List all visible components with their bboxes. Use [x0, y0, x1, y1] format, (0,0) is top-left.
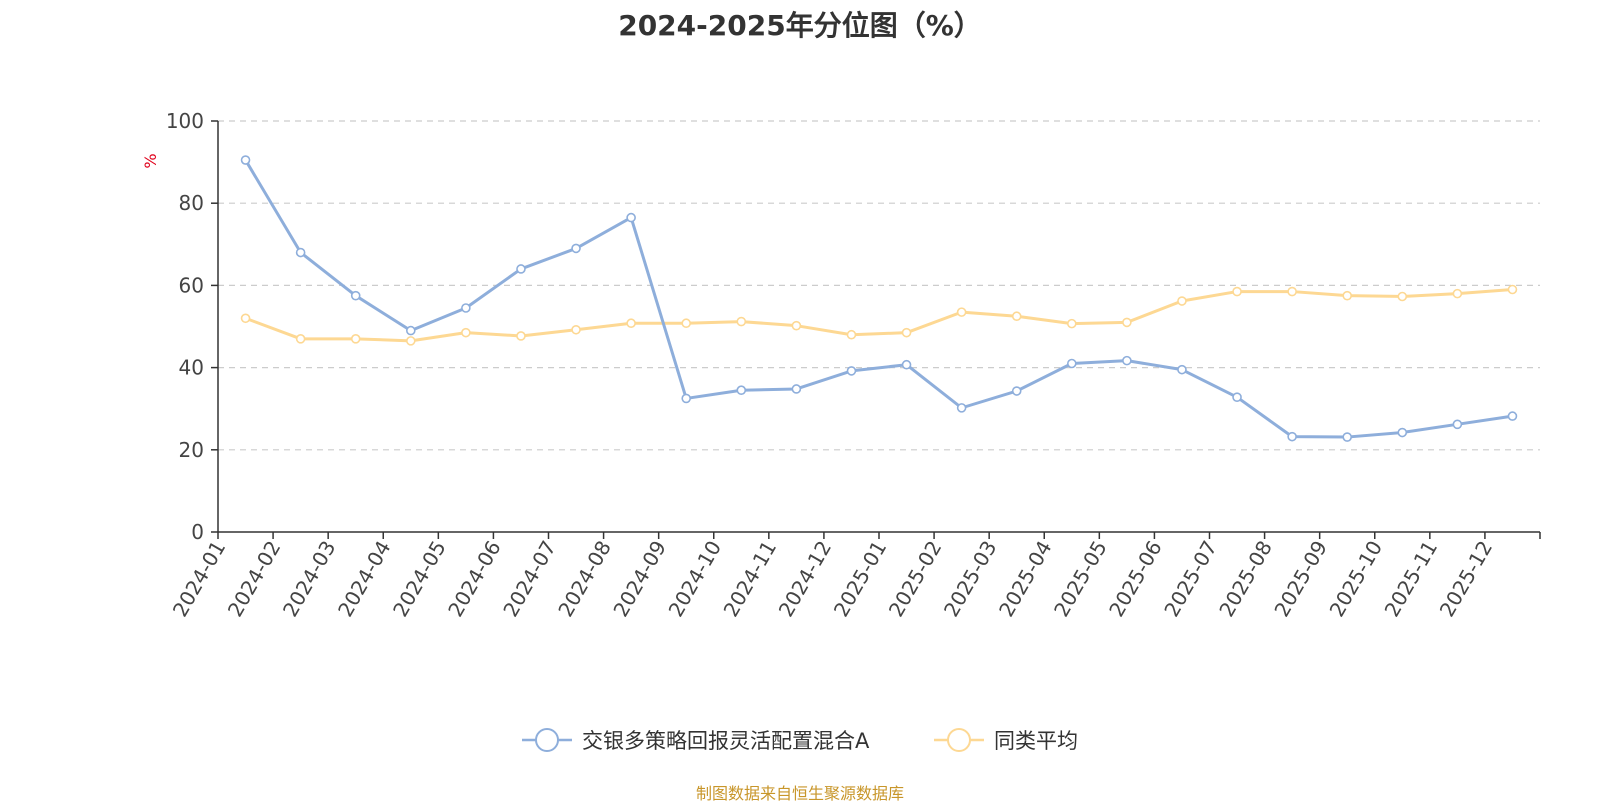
x-tick-label: 2025-06 — [1104, 537, 1167, 621]
x-tick-label: 2025-08 — [1214, 537, 1277, 621]
data-point — [461, 327, 471, 338]
y-tick-label: 80 — [179, 191, 204, 215]
x-tick-label: 2024-10 — [664, 537, 727, 621]
data-point — [1452, 288, 1463, 299]
x-tick-label: 2024-06 — [443, 537, 506, 621]
axes: 0 20 40 60 80 100 2024-012024-022024-032024-04… — [166, 109, 1541, 621]
data-point — [1287, 431, 1297, 442]
legend-label: 交银多策略回报灵活配置混合A — [582, 729, 870, 753]
x-tick-label: 2024-11 — [719, 537, 782, 621]
series-2 — [240, 284, 1518, 346]
x-tick-label: 2025-01 — [829, 537, 892, 621]
source-note: 制图数据来自恒生聚源数据库 — [695, 784, 904, 803]
series-line-1 — [244, 159, 1513, 439]
y-tick-label: 0 — [191, 520, 204, 544]
data-point — [1397, 427, 1408, 438]
data-point — [1066, 358, 1077, 369]
data-point — [295, 334, 306, 344]
x-tick-label: 2024-02 — [223, 537, 286, 621]
data-point — [461, 303, 471, 313]
data-point — [571, 324, 581, 335]
data-point — [626, 318, 636, 329]
legend-item-1: 交银多策略回报灵活配置混合A — [522, 728, 870, 753]
data-point — [350, 334, 361, 344]
data-point — [1452, 419, 1463, 430]
chart-title: 2024-2025年分位图（%） — [618, 9, 982, 42]
data-point — [956, 307, 967, 317]
y-tick-label: 20 — [179, 438, 204, 462]
x-tick-label: 2025-04 — [994, 537, 1057, 621]
x-tick-label: 2024-12 — [774, 537, 837, 621]
x-tick-label: 2025-03 — [939, 537, 1002, 621]
series-line-2 — [245, 288, 1513, 343]
data-point — [1507, 284, 1518, 295]
data-point — [1342, 432, 1353, 442]
data-point — [681, 393, 692, 404]
data-point — [240, 155, 251, 165]
x-tick-label: 2025-07 — [1159, 537, 1222, 621]
x-tick-label: 2024-07 — [498, 537, 561, 621]
data-point — [901, 327, 912, 338]
data-point — [791, 320, 802, 331]
data-point — [1177, 364, 1187, 375]
data-point — [350, 290, 361, 301]
x-tick-label: 2024-05 — [388, 537, 451, 621]
data-point — [240, 313, 251, 324]
y-axis-unit: % — [141, 153, 160, 168]
legend-label: 同类平均 — [994, 729, 1078, 753]
x-tick-label: 2025-10 — [1325, 537, 1388, 621]
y-tick-label: 100 — [166, 109, 204, 133]
x-tick-label: 2025-09 — [1269, 537, 1332, 621]
x-tick-label: 2025-11 — [1380, 537, 1443, 621]
data-point — [901, 359, 912, 370]
y-tick-label: 60 — [179, 273, 204, 297]
data-point — [1177, 296, 1187, 306]
data-point — [791, 384, 802, 394]
data-point — [1397, 291, 1408, 302]
data-point — [736, 385, 747, 396]
data-point — [1232, 392, 1242, 402]
data-point — [571, 243, 581, 254]
data-point — [626, 212, 636, 223]
data-point — [956, 403, 967, 413]
x-tick-label: 2025-12 — [1435, 537, 1498, 621]
data-point — [1011, 386, 1022, 396]
grid-lines — [218, 120, 1540, 451]
x-tick-label: 2025-02 — [884, 536, 947, 620]
x-tick-label: 2024-01 — [168, 537, 231, 621]
series-1 — [240, 155, 1518, 442]
data-point — [681, 318, 692, 329]
x-tick-label: 2025-05 — [1049, 537, 1112, 621]
legend-marker — [535, 728, 559, 752]
data-point — [516, 331, 526, 341]
data-point — [1287, 286, 1297, 297]
series-lines — [240, 155, 1518, 442]
x-tick-label: 2024-03 — [278, 537, 341, 621]
y-tick-label: 40 — [179, 356, 204, 380]
data-point — [405, 325, 416, 336]
data-point — [1066, 318, 1077, 329]
data-point — [846, 329, 857, 340]
data-point — [1122, 355, 1132, 366]
x-tick-label: 2024-08 — [553, 537, 616, 621]
legend-marker — [947, 728, 971, 752]
data-point — [1342, 290, 1353, 301]
x-tick-label: 2024-09 — [608, 537, 671, 621]
data-point — [846, 366, 857, 376]
data-point — [516, 264, 526, 274]
legend: 交银多策略回报灵活配置混合A 同类平均 — [522, 728, 1078, 753]
data-point — [1011, 311, 1022, 322]
data-point — [736, 316, 747, 327]
data-point — [405, 336, 416, 346]
data-point — [1507, 411, 1518, 421]
legend-item-2: 同类平均 — [934, 728, 1078, 753]
data-point — [295, 247, 306, 258]
x-tick-label: 2024-04 — [333, 537, 396, 621]
data-point — [1122, 317, 1132, 328]
data-point — [1232, 286, 1242, 297]
